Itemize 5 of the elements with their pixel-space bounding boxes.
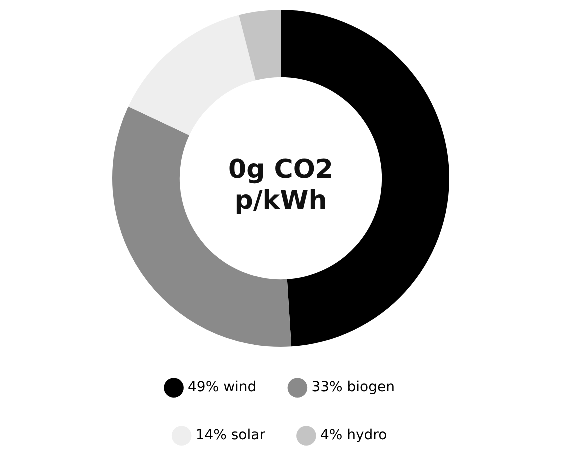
legend-label: 33% biogen [312, 380, 395, 396]
legend-label: 49% wind [188, 380, 257, 396]
legend-label: 4% hydro [320, 428, 388, 444]
legend-label: 14% solar [196, 428, 266, 444]
text: 0g CO2 p/kWh [227, 155, 335, 217]
